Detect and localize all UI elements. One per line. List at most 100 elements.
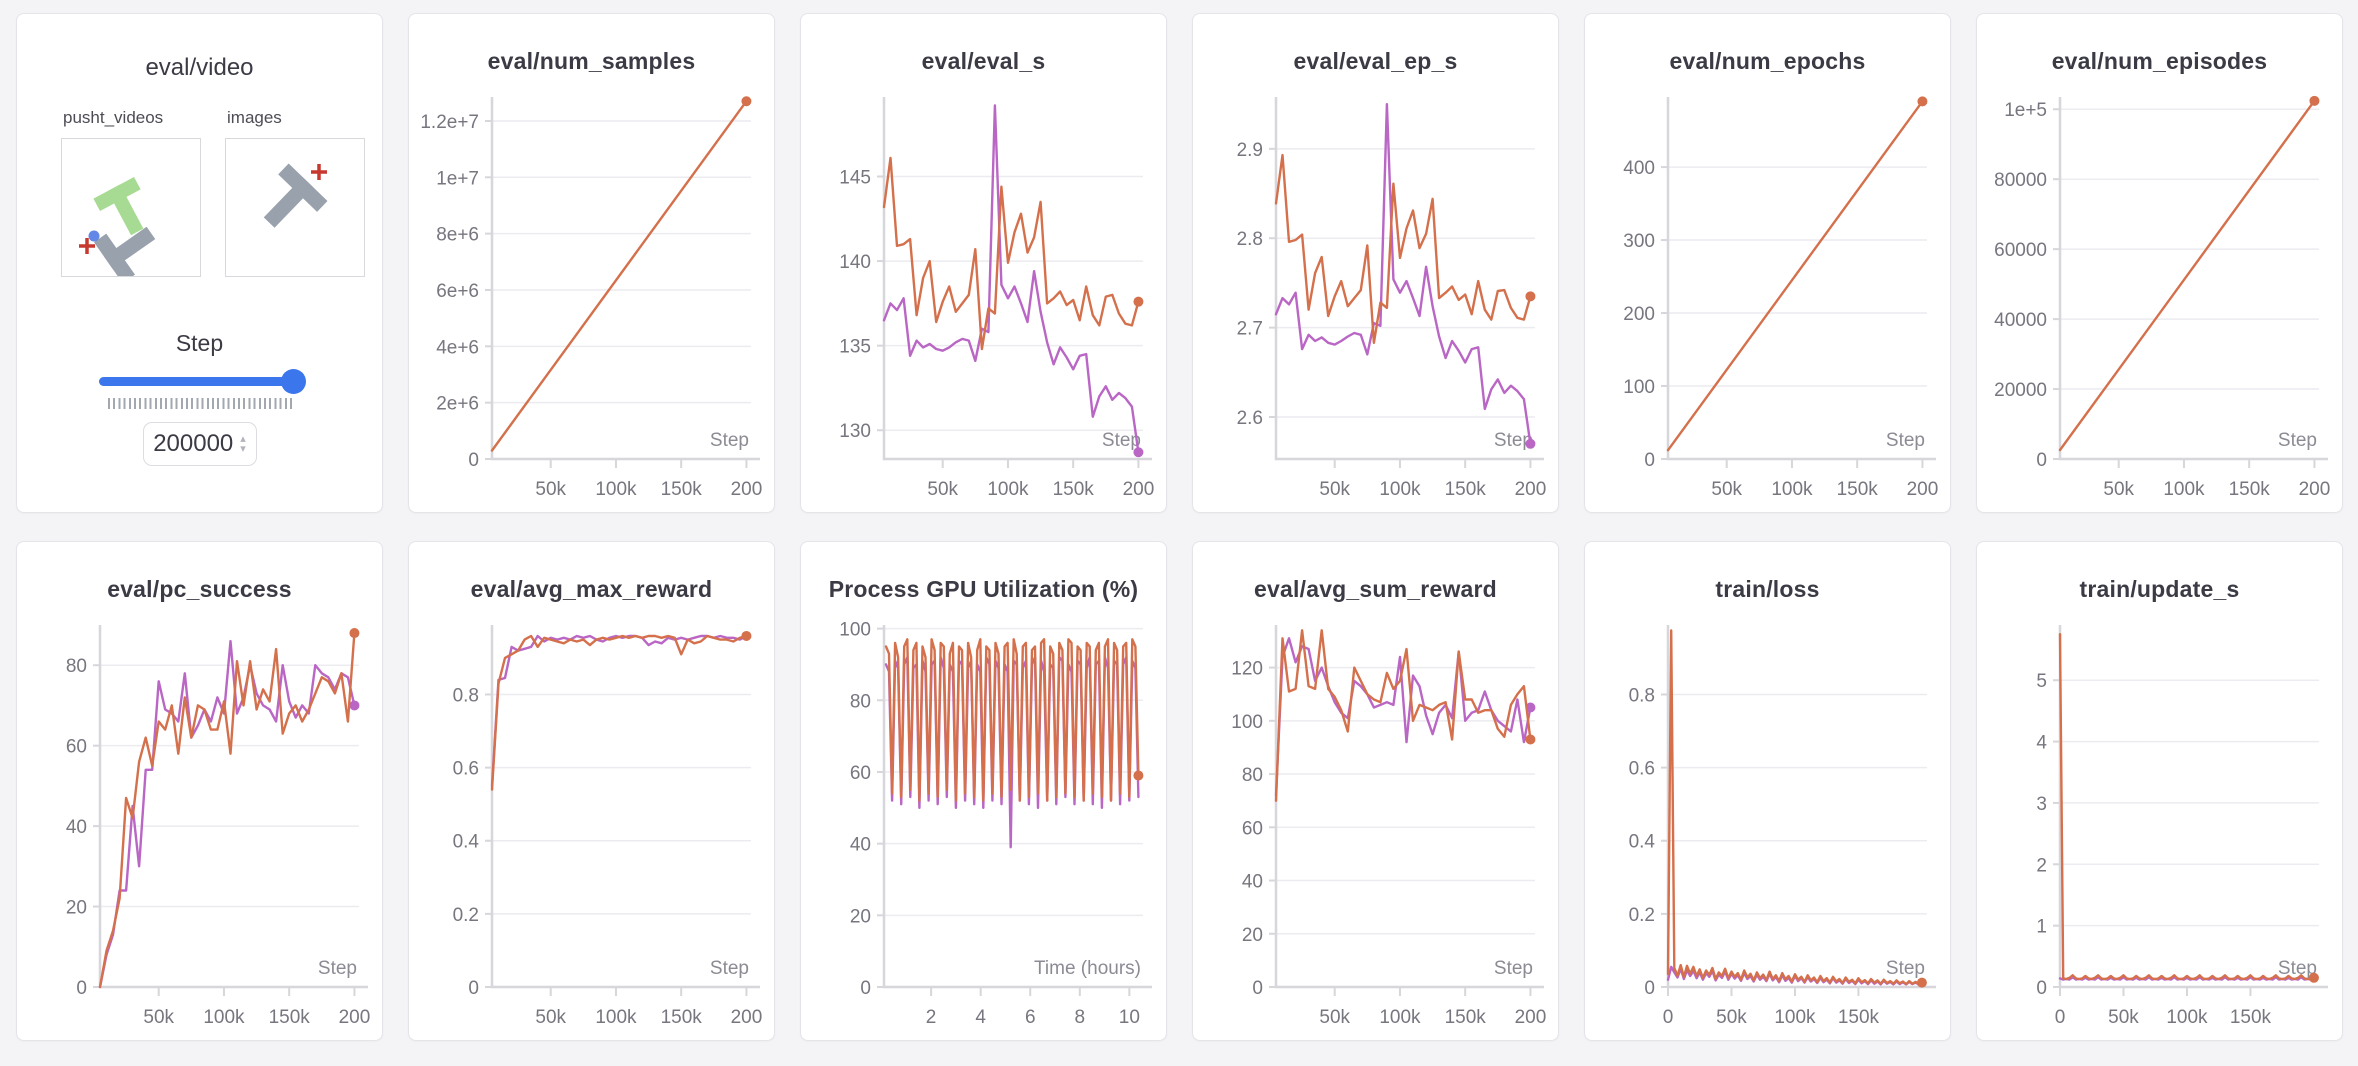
chart-canvas[interactable]: 0 20 40 60 80 100 120 50k 100k 150k 200 Step bbox=[1198, 609, 1553, 1033]
series-end-dot-orange-run bbox=[1917, 96, 1928, 107]
x-tick-label: 150k bbox=[1445, 479, 1487, 500]
media-caption: images bbox=[227, 108, 282, 127]
step-input-value[interactable]: 200000 bbox=[153, 430, 234, 457]
x-tick-label: 50k bbox=[535, 1007, 566, 1028]
chart-canvas[interactable]: 0 100 200 300 400 50k 100k 150k 200 Step bbox=[1590, 81, 1945, 505]
y-tick-label: 0.4 bbox=[1629, 832, 1656, 853]
x-axis-label: Step bbox=[1886, 430, 1925, 451]
step-down-icon[interactable]: ▾ bbox=[240, 443, 246, 455]
series-line-purple-run bbox=[882, 104, 1140, 454]
y-tick-label: 2.8 bbox=[1237, 229, 1263, 250]
x-tick-label: 150k bbox=[661, 1007, 703, 1028]
y-tick-label: 135 bbox=[839, 337, 871, 358]
series-line-orange-run bbox=[884, 638, 1140, 802]
x-axis-label: Step bbox=[710, 430, 749, 451]
chart-canvas[interactable]: 0 2e+6 4e+6 6e+6 8e+6 1e+7 1.2e+7 50k 100k 150k 20… bbox=[414, 81, 769, 505]
x-tick-label: 150k bbox=[269, 1007, 311, 1028]
x-tick-label: 50k bbox=[1711, 479, 1742, 500]
y-tick-label: 20000 bbox=[1994, 380, 2047, 401]
pusht-video-thumbnail[interactable] bbox=[61, 138, 201, 284]
video-panel: eval/video pusht_videos bbox=[16, 13, 383, 513]
x-tick-label: 8 bbox=[1075, 1007, 1086, 1028]
y-tick-label: 3 bbox=[2036, 794, 2047, 815]
y-tick-label: 20 bbox=[850, 906, 871, 927]
x-tick-label: 200 bbox=[731, 479, 763, 500]
chart-panel: train/update_s 0 1 2 3 4 5 0 50k 100k 150k Step bbox=[1976, 541, 2343, 1041]
media-item-pusht-videos: pusht_videos bbox=[61, 108, 201, 284]
y-tick-label: 60 bbox=[1242, 818, 1263, 839]
y-tick-label: 0.8 bbox=[1629, 685, 1655, 706]
y-tick-label: 400 bbox=[1623, 158, 1655, 179]
chart-panel: eval/eval_ep_s 2.6 2.7 2.8 2.9 50k 100k 150k 200… bbox=[1192, 13, 1559, 513]
step-input[interactable]: 200000 ▴ ▾ bbox=[142, 422, 257, 466]
chart-title: eval/eval_ep_s bbox=[1293, 48, 1458, 74]
y-tick-label: 0 bbox=[76, 978, 87, 999]
x-tick-label: 100k bbox=[2163, 479, 2205, 500]
chart-canvas[interactable]: 0 1 2 3 4 5 0 50k 100k 150k Step bbox=[1982, 609, 2337, 1033]
x-tick-label: 50k bbox=[2108, 1007, 2139, 1028]
x-tick-label: 150k bbox=[1445, 1007, 1487, 1028]
chart-panel: eval/eval_s 130 135 140 145 50k 100k 150k 200 Ste… bbox=[800, 13, 1167, 513]
series-line-orange-run bbox=[2058, 633, 2316, 981]
y-tick-label: 2.9 bbox=[1237, 140, 1263, 161]
series-end-dot-orange-run bbox=[741, 96, 752, 107]
images-thumbnail[interactable] bbox=[225, 138, 365, 277]
chart-canvas[interactable]: 2.6 2.7 2.8 2.9 50k 100k 150k 200 Step bbox=[1198, 81, 1553, 505]
series-end-dot-orange-run bbox=[349, 628, 360, 639]
series-end-dot-orange-run bbox=[2308, 972, 2319, 983]
chart-canvas[interactable]: 0 20 40 60 80 100 2 4 6 8 10 Time (hours) bbox=[806, 609, 1161, 1033]
y-tick-label: 60000 bbox=[1994, 240, 2047, 261]
media-item-images: images bbox=[225, 108, 365, 282]
y-tick-label: 4 bbox=[2036, 733, 2047, 754]
stepper-icons[interactable]: ▴ ▾ bbox=[240, 433, 246, 455]
x-axis-label: Time (hours) bbox=[1034, 958, 1141, 979]
x-axis-label: Step bbox=[2278, 958, 2317, 979]
x-tick-label: 200 bbox=[1515, 1007, 1547, 1028]
series-end-dot-purple-run bbox=[349, 700, 360, 711]
x-tick-label: 100k bbox=[1771, 479, 1813, 500]
slider-tick-marks bbox=[107, 398, 292, 409]
chart-canvas[interactable]: 130 135 140 145 50k 100k 150k 200 Step bbox=[806, 81, 1161, 505]
y-tick-label: 0.4 bbox=[453, 832, 480, 853]
step-slider[interactable] bbox=[98, 369, 306, 395]
chart-canvas[interactable]: 0 0.2 0.4 0.6 0.8 0 50k 100k 150k Step bbox=[1590, 609, 1945, 1033]
series-line-orange-run bbox=[1274, 153, 1532, 344]
y-tick-label: 0.2 bbox=[1629, 905, 1655, 926]
slider-track[interactable] bbox=[98, 377, 301, 386]
y-tick-label: 80000 bbox=[1994, 170, 2047, 191]
chart-title: train/loss bbox=[1715, 576, 1820, 602]
chart-title: eval/num_epochs bbox=[1669, 48, 1866, 74]
step-slider-label: Step bbox=[175, 330, 224, 356]
series-line-orange-run bbox=[2058, 99, 2316, 452]
series-end-dot-orange-run bbox=[1133, 296, 1144, 307]
x-tick-label: 100k bbox=[1379, 479, 1421, 500]
y-tick-label: 5 bbox=[2036, 671, 2047, 692]
slider-thumb[interactable] bbox=[280, 369, 306, 394]
panel-title: eval/video bbox=[145, 54, 254, 81]
y-tick-label: 300 bbox=[1623, 231, 1655, 252]
y-tick-label: 120 bbox=[1231, 659, 1263, 680]
y-tick-label: 0 bbox=[1644, 450, 1655, 471]
x-tick-label: 150k bbox=[1053, 479, 1095, 500]
chart-panel: train/loss 0 0.2 0.4 0.6 0.8 0 50k 100k 150k Step bbox=[1584, 541, 1951, 1041]
series-end-dot-orange-run bbox=[741, 630, 752, 641]
chart-canvas[interactable]: 0 20000 40000 60000 80000 1e+5 50k 100k 150k 200 S… bbox=[1982, 81, 2337, 505]
chart-panel: eval/num_samples 0 2e+6 4e+6 6e+6 8e+6 1e+7 1.2… bbox=[408, 13, 775, 513]
step-up-icon[interactable]: ▴ bbox=[240, 433, 246, 445]
x-tick-label: 200 bbox=[1123, 479, 1155, 500]
chart-canvas[interactable]: 0 20 40 60 80 50k 100k 150k 200 Step bbox=[22, 609, 377, 1033]
x-tick-label: 200 bbox=[731, 1007, 763, 1028]
x-tick-label: 150k bbox=[1838, 1007, 1880, 1028]
y-tick-label: 80 bbox=[850, 691, 871, 712]
chart-canvas[interactable]: 0 0.2 0.4 0.6 0.8 50k 100k 150k 200 Step bbox=[414, 609, 769, 1033]
chart-panel: eval/pc_success 0 20 40 60 80 50k 100k 150k 200 St… bbox=[16, 541, 383, 1041]
chart-title: eval/num_samples bbox=[487, 48, 696, 74]
series-line-orange-run bbox=[1274, 629, 1532, 802]
series-end-dot-orange-run bbox=[1525, 734, 1536, 745]
x-tick-label: 0 bbox=[1663, 1007, 1674, 1028]
x-tick-label: 100k bbox=[1774, 1007, 1816, 1028]
x-tick-label: 200 bbox=[1907, 479, 1939, 500]
y-tick-label: 0 bbox=[1644, 978, 1655, 999]
chart-panel: Process GPU Utilization (%) 0 20 40 60 80 100 2… bbox=[800, 541, 1167, 1041]
chart-title: eval/avg_max_reward bbox=[470, 576, 713, 602]
